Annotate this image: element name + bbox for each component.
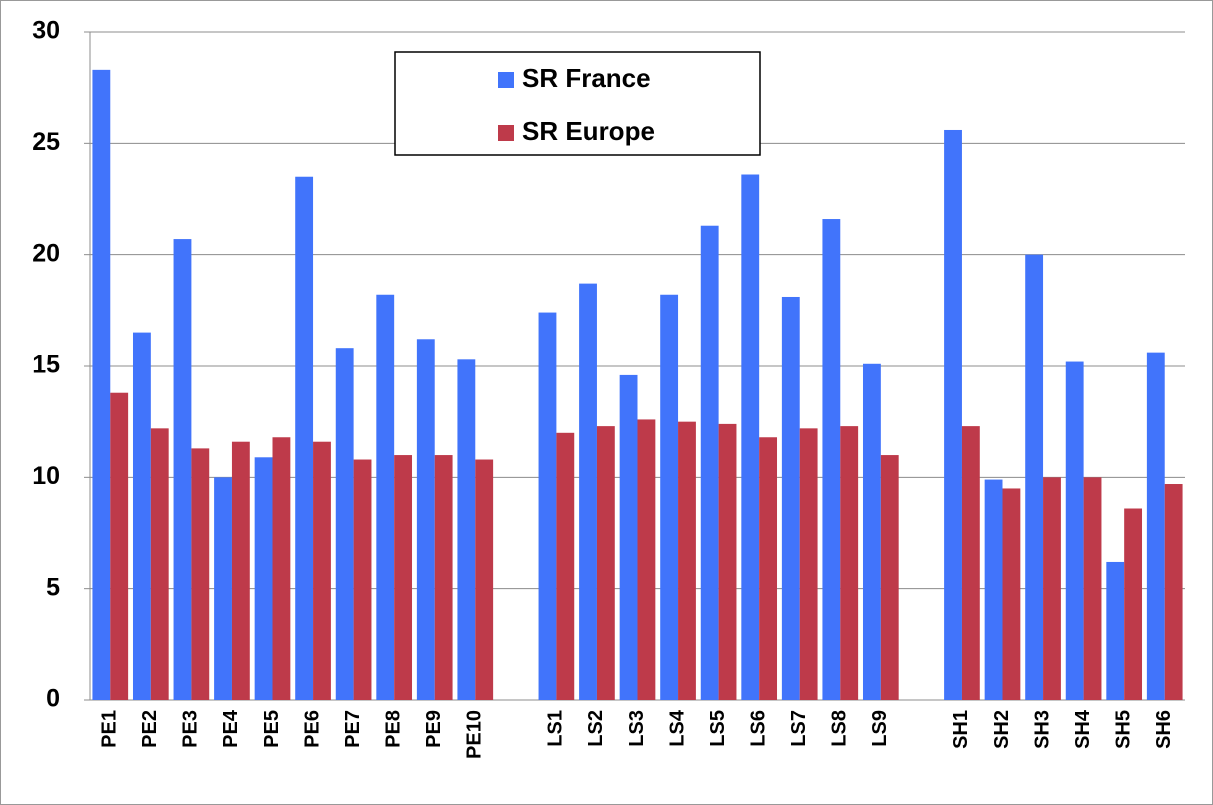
bar: [579, 283, 597, 700]
bar: [1025, 254, 1044, 700]
legend-swatch: [498, 125, 514, 141]
x-tick-label: LS2: [585, 710, 607, 747]
legend-swatch: [498, 72, 514, 88]
bar: [880, 455, 899, 700]
y-tick-label: 0: [46, 685, 60, 713]
x-tick-label: SH6: [1153, 710, 1175, 749]
bar: [295, 176, 314, 700]
y-tick-label: 15: [32, 351, 60, 379]
bar: [556, 432, 575, 700]
legend-box: [394, 51, 761, 156]
x-tick-label: LS5: [707, 710, 729, 747]
bar: [394, 455, 413, 700]
bar: [596, 426, 615, 700]
bar: [718, 423, 737, 700]
y-tick-label: 10: [32, 462, 60, 490]
bar: [619, 374, 638, 700]
bar: [231, 441, 250, 700]
bar: [660, 294, 679, 700]
bar: [741, 174, 760, 701]
bar: [1043, 477, 1061, 700]
y-tick-label: 20: [32, 239, 60, 267]
x-tick-label: SH2: [991, 710, 1013, 749]
bar: [92, 69, 111, 700]
bar: [799, 428, 818, 700]
x-tick-label: PE7: [342, 710, 364, 748]
x-tick-label: SH5: [1112, 710, 1134, 749]
bar: [335, 348, 354, 700]
bar: [840, 426, 859, 700]
x-tick-label: SH4: [1072, 709, 1094, 749]
bar: [173, 239, 192, 700]
bar: [434, 455, 453, 700]
bar: [1164, 484, 1183, 700]
bar: [944, 129, 962, 700]
bar: [110, 392, 129, 700]
bar: [313, 441, 331, 700]
bar: [1146, 352, 1165, 700]
bar: [678, 421, 696, 700]
bar: [416, 339, 435, 700]
x-tick-label: PE2: [139, 710, 161, 748]
bar: [759, 437, 778, 700]
bar: [961, 426, 980, 700]
bar: [1083, 477, 1102, 700]
legend-label: SR Europe: [522, 116, 655, 146]
bar: [1065, 361, 1084, 700]
x-tick-label: PE1: [99, 710, 121, 748]
bar: [1106, 561, 1125, 700]
bar: [822, 219, 841, 701]
legend-label: SR France: [522, 63, 651, 93]
bar: [214, 477, 232, 700]
bar: [457, 359, 476, 700]
x-tick-label: PE8: [382, 710, 404, 748]
bar: [353, 459, 372, 700]
bar: [132, 332, 151, 700]
y-tick-label: 25: [32, 128, 60, 156]
bar: [984, 479, 1003, 700]
bar: [1124, 508, 1143, 700]
x-tick-label: LS6: [747, 710, 769, 747]
x-tick-label: PE4: [220, 709, 242, 748]
x-tick-label: PE3: [180, 710, 202, 748]
x-tick-label: LS9: [869, 710, 891, 747]
bar: [637, 419, 656, 700]
x-tick-label: SH3: [1031, 710, 1053, 749]
bar: [254, 457, 273, 700]
x-tick-label: PE9: [423, 710, 445, 748]
bar: [538, 312, 557, 700]
x-tick-label: PE10: [464, 710, 486, 759]
bar: [475, 459, 494, 700]
x-tick-label: PE6: [301, 710, 323, 748]
bar: [272, 437, 291, 700]
bar: [1002, 488, 1021, 700]
x-tick-label: PE5: [261, 710, 283, 748]
bar: [700, 225, 719, 700]
x-tick-label: SH1: [950, 710, 972, 749]
x-tick-label: LS1: [545, 710, 567, 747]
y-tick-label: 30: [32, 17, 60, 45]
x-tick-label: LS4: [666, 709, 688, 747]
x-tick-label: LS8: [829, 710, 851, 747]
x-tick-label: LS7: [788, 710, 810, 747]
bar: [376, 294, 395, 700]
bar: [862, 363, 881, 700]
bar: [191, 448, 210, 700]
x-tick-label: LS3: [626, 710, 648, 747]
bar: [781, 296, 800, 700]
y-tick-label: 5: [46, 573, 60, 601]
bar: [150, 428, 169, 700]
